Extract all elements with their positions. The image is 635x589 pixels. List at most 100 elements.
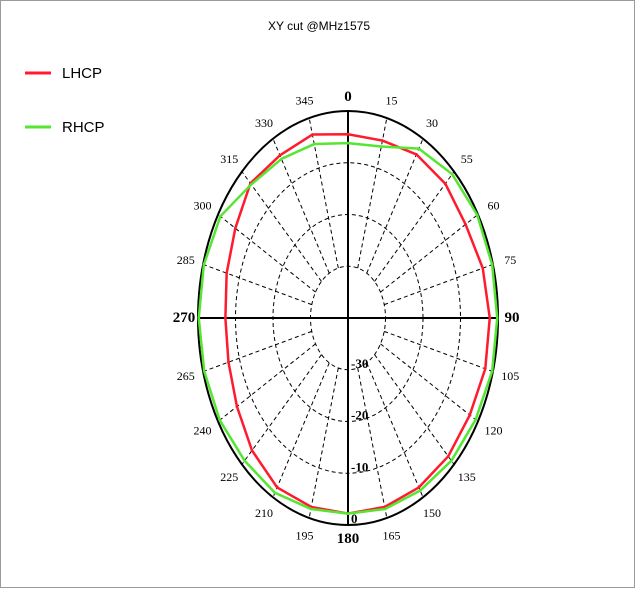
angle-label-210: 210 xyxy=(255,506,273,520)
angle-label-240: 240 xyxy=(194,424,212,438)
angle-label-60: 60 xyxy=(487,199,499,213)
data-point-rhcp xyxy=(346,141,350,145)
data-point-lhcp xyxy=(275,486,279,489)
data-point-rhcp xyxy=(475,213,479,217)
data-point-rhcp xyxy=(249,183,253,186)
data-point-rhcp xyxy=(202,263,206,266)
data-point-rhcp xyxy=(273,491,277,495)
data-point-lhcp xyxy=(346,132,350,136)
data-point-lhcp xyxy=(415,153,418,156)
radial-label--20: -20 xyxy=(351,408,368,423)
grid-spoke-120 xyxy=(380,343,479,422)
angle-label-15: 15 xyxy=(385,94,397,108)
data-point-lhcp xyxy=(224,316,227,320)
grid-spoke-60 xyxy=(380,214,479,293)
angle-label-75: 75 xyxy=(504,253,516,267)
polar-grid xyxy=(197,110,499,526)
angle-label-345: 345 xyxy=(296,94,314,108)
data-series xyxy=(197,132,499,515)
grid-spoke-135 xyxy=(374,354,455,465)
data-point-lhcp xyxy=(488,316,492,320)
chart-title: XY cut @MHz1575 xyxy=(268,19,370,33)
angle-label-0: 0 xyxy=(344,89,352,105)
angle-label-300: 300 xyxy=(194,199,212,213)
data-point-lhcp xyxy=(278,154,282,157)
data-point-lhcp xyxy=(381,139,384,142)
data-point-lhcp xyxy=(235,405,239,408)
data-point-rhcp xyxy=(197,316,201,320)
data-point-rhcp xyxy=(474,418,477,421)
grid-spoke-30 xyxy=(366,138,424,274)
angle-label-270: 270 xyxy=(173,310,196,326)
angle-label-195: 195 xyxy=(296,528,314,542)
grid-spoke-105 xyxy=(384,330,494,373)
angle-label-30: 30 xyxy=(426,116,438,130)
angle-label-255: 265 xyxy=(177,369,195,383)
data-point-rhcp xyxy=(490,370,494,373)
data-point-rhcp xyxy=(450,459,453,463)
grid-spoke-345 xyxy=(308,117,339,269)
data-point-lhcp xyxy=(468,413,472,417)
angle-label-225: 225 xyxy=(220,470,238,484)
data-point-lhcp xyxy=(227,360,230,364)
data-point-rhcp xyxy=(450,172,454,176)
axis-labels: 0 15 30 55 60 75 90 105 120 135 150 165 180 195 210 225… xyxy=(173,89,520,547)
angle-label-285: 285 xyxy=(177,253,195,267)
grid-spoke-195 xyxy=(308,367,339,519)
data-point-rhcp xyxy=(312,142,316,146)
data-point-rhcp xyxy=(383,507,387,511)
data-point-rhcp xyxy=(490,263,494,266)
data-point-lhcp xyxy=(417,486,421,489)
data-point-lhcp xyxy=(311,133,314,136)
data-point-lhcp xyxy=(234,226,237,230)
grid-spoke-285 xyxy=(202,263,312,306)
data-point-rhcp xyxy=(309,507,313,511)
grid-spoke-210 xyxy=(272,362,330,498)
angle-label-330: 330 xyxy=(255,116,273,130)
grid-spoke-75 xyxy=(384,263,494,306)
grid-spoke-255 xyxy=(202,330,312,373)
legend: LHCP RHCP xyxy=(25,65,105,136)
data-point-rhcp xyxy=(346,512,350,515)
legend-label-rhcp: RHCP xyxy=(62,119,105,136)
grid-spoke-300 xyxy=(217,214,316,293)
data-point-lhcp xyxy=(444,182,447,185)
grid-spoke-225 xyxy=(241,354,322,465)
angle-label-150: 150 xyxy=(423,506,441,520)
data-point-lhcp xyxy=(464,223,467,226)
data-point-rhcp xyxy=(219,215,222,218)
grid-spoke-150 xyxy=(366,362,424,498)
data-point-rhcp xyxy=(243,459,246,463)
angle-label-135: 135 xyxy=(458,470,476,484)
radial-label--30: -30 xyxy=(351,356,368,371)
data-point-rhcp xyxy=(418,489,422,492)
data-point-rhcp xyxy=(495,316,499,320)
grid-spoke-165 xyxy=(357,367,388,519)
angle-label-45: 55 xyxy=(461,152,473,166)
series-line-lhcp xyxy=(224,133,491,515)
data-point-lhcp xyxy=(446,455,450,458)
data-point-rhcp xyxy=(218,418,222,422)
data-point-lhcp xyxy=(225,271,228,275)
angle-label-105: 105 xyxy=(501,369,519,383)
angle-label-90: 90 xyxy=(505,310,520,326)
data-point-lhcp xyxy=(250,449,254,452)
data-point-rhcp xyxy=(417,147,421,150)
data-point-lhcp xyxy=(481,266,485,270)
angle-label-180: 180 xyxy=(337,531,360,547)
angle-label-315: 315 xyxy=(220,152,238,166)
data-point-rhcp xyxy=(280,157,283,161)
data-point-rhcp xyxy=(202,369,206,373)
grid-spoke-315 xyxy=(241,171,322,282)
grid-spoke-15 xyxy=(357,117,388,269)
grid-spoke-330 xyxy=(272,138,330,274)
data-point-rhcp xyxy=(379,145,383,148)
angle-label-165: 165 xyxy=(382,528,400,542)
angle-label-120: 120 xyxy=(484,424,502,438)
legend-label-lhcp: LHCP xyxy=(62,65,102,82)
radial-label-0: 0 xyxy=(351,511,358,526)
grid-spoke-45 xyxy=(374,171,455,282)
radial-label--10: -10 xyxy=(351,459,368,474)
